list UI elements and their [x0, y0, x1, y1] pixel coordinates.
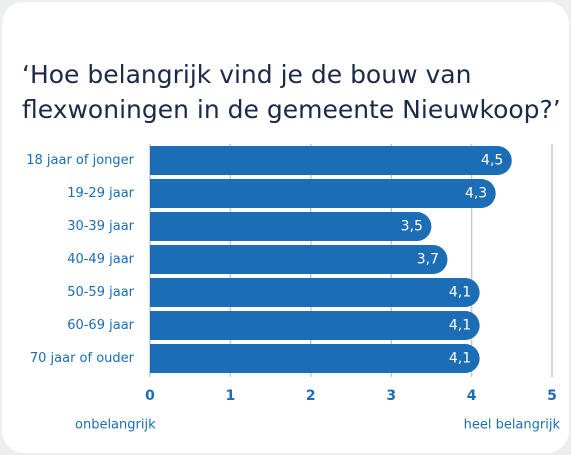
y-tick-label: 60-69 jaar	[67, 318, 134, 333]
y-tick-label: 70 jaar of ouder	[30, 351, 135, 366]
value-label: 4,1	[449, 318, 471, 334]
bar	[150, 245, 448, 274]
value-label: 3,5	[401, 219, 423, 235]
bar	[150, 278, 480, 307]
bar	[150, 311, 480, 340]
y-tick-label: 40-49 jaar	[67, 252, 134, 267]
bar	[150, 179, 496, 208]
value-label: 4,3	[465, 186, 487, 202]
x-tick-label: 2	[306, 388, 316, 404]
value-label: 4,1	[449, 285, 471, 301]
x-tick-label: 4	[467, 388, 477, 404]
bar	[150, 344, 480, 373]
annotation: heel belangrijk	[464, 418, 561, 433]
y-tick-label: 18 jaar of jonger	[26, 153, 134, 168]
y-tick-label: 19-29 jaar	[67, 186, 134, 201]
x-tick-label: 5	[547, 388, 557, 404]
y-tick-label: 30-39 jaar	[67, 219, 134, 234]
x-tick-label: 0	[145, 388, 155, 404]
bar	[150, 212, 432, 241]
chart-title: ‘Hoe belangrijk vind je de bouw van	[22, 60, 471, 89]
value-label: 3,7	[417, 252, 439, 268]
chart-title: flexwoningen in de gemeente Nieuwkoop?’	[22, 95, 561, 124]
x-tick-label: 3	[386, 388, 396, 404]
annotation: onbelangrijk	[75, 418, 156, 433]
y-tick-label: 50-59 jaar	[67, 285, 134, 300]
value-label: 4,1	[449, 351, 471, 367]
x-tick-label: 1	[226, 388, 236, 404]
bar	[150, 146, 512, 175]
value-label: 4,5	[481, 153, 503, 169]
